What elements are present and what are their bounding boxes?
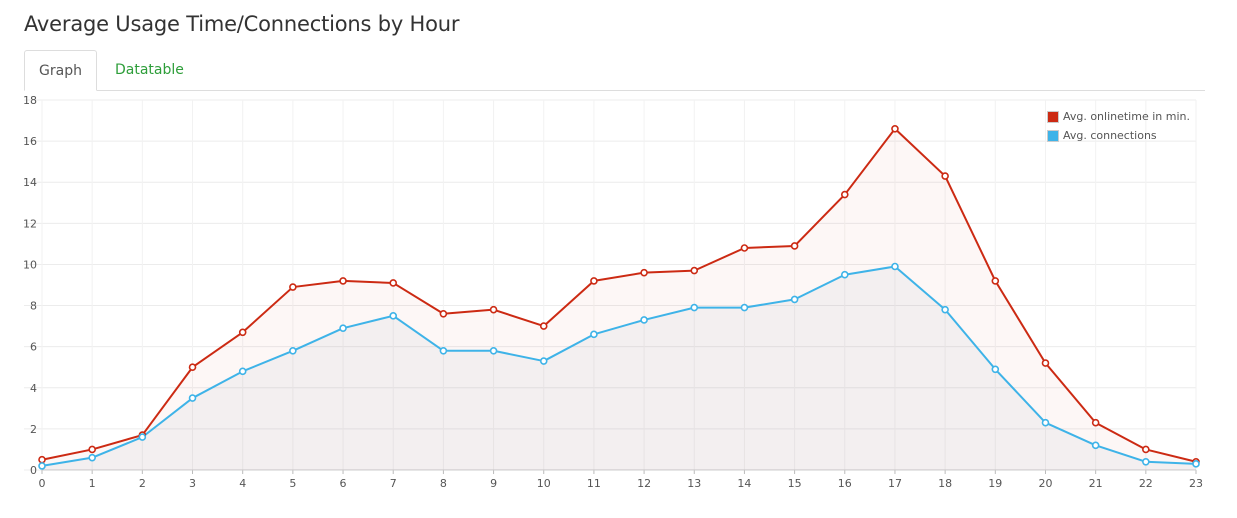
series-point-2 [489, 346, 498, 355]
legend-swatch-onlinetime [1046, 110, 1059, 123]
series-point-1 [88, 445, 96, 454]
y-tick-label: 4 [30, 382, 37, 395]
series-point-1 [489, 305, 498, 314]
series-point-2 [690, 303, 699, 312]
y-tick-label: 10 [23, 258, 37, 271]
series-point-1 [840, 190, 849, 199]
series-point-1 [339, 277, 347, 285]
x-tick-label: 17 [888, 477, 902, 490]
x-tick-label: 14 [737, 477, 751, 490]
series-point-2 [88, 453, 96, 462]
series-point-2 [439, 346, 448, 355]
series-point-1 [991, 277, 1000, 285]
series-point-1 [1091, 418, 1100, 427]
series-point-2 [238, 367, 247, 376]
x-tick-label: 12 [637, 477, 651, 490]
legend-item-connections[interactable]: Avg. connections [1046, 126, 1190, 145]
series-point-1 [539, 322, 548, 330]
series-line-1 [41, 127, 1197, 463]
x-tick-label: 7 [390, 477, 397, 490]
legend-item-onlinetime[interactable]: Avg. onlinetime in min. [1046, 107, 1190, 126]
y-tick-label: 12 [23, 217, 37, 230]
x-tick-label: 10 [537, 477, 551, 490]
x-tick-label: 0 [39, 477, 46, 490]
x-tick-label: 1 [89, 477, 96, 490]
series-point-1 [238, 328, 247, 337]
series-point-1 [640, 268, 648, 277]
x-tick-label: 15 [788, 477, 802, 490]
tab-graph[interactable]: Graph [24, 50, 97, 91]
x-tick-label: 11 [587, 477, 601, 490]
series-point-2 [1041, 418, 1050, 427]
legend-label-connections: Avg. connections [1062, 129, 1157, 142]
series-point-1 [790, 242, 799, 250]
series-point-2 [289, 346, 297, 355]
series-point-2 [790, 295, 799, 304]
y-tick-label: 2 [30, 423, 37, 436]
x-tick-label: 16 [838, 477, 852, 490]
series-point-1 [891, 124, 899, 133]
series-point-1 [439, 309, 448, 318]
series-point-1 [389, 279, 398, 287]
x-tick-label: 8 [440, 477, 447, 490]
series-point-1 [188, 363, 197, 372]
series-area-2 [42, 266, 1196, 470]
x-tick-label: 9 [490, 477, 497, 490]
x-tick-label: 19 [988, 477, 1002, 490]
x-tick-label: 22 [1139, 477, 1153, 490]
x-tick-label: 23 [1189, 477, 1203, 490]
series-point-2 [740, 303, 749, 312]
series-point-2 [1192, 460, 1200, 468]
x-tick-label: 4 [239, 477, 246, 490]
series-point-2 [539, 357, 548, 365]
page-title: Average Usage Time/Connections by Hour [24, 12, 460, 36]
series-point-1 [1041, 359, 1050, 367]
series-point-2 [188, 394, 197, 402]
y-tick-label: 0 [30, 464, 37, 477]
x-tick-label: 3 [189, 477, 196, 490]
y-tick-label: 8 [30, 300, 37, 313]
series-area-1 [42, 128, 1196, 470]
series-point-2 [891, 262, 899, 271]
x-tick-label: 21 [1089, 477, 1103, 490]
x-tick-label: 13 [687, 477, 701, 490]
series-point-2 [941, 305, 949, 314]
series-point-1 [941, 172, 949, 180]
series-point-1 [289, 283, 297, 291]
series-point-2 [840, 270, 849, 279]
series-point-1 [1142, 445, 1150, 454]
x-tick-label: 18 [938, 477, 952, 490]
x-tick-label: 2 [139, 477, 146, 490]
series-point-2 [1091, 441, 1100, 450]
y-tick-label: 6 [30, 341, 37, 354]
series-point-1 [38, 455, 46, 464]
y-tick-label: 18 [23, 94, 37, 107]
chart-legend: Avg. onlinetime in min. Avg. connections [1046, 107, 1190, 145]
series-point-2 [590, 330, 598, 339]
y-tick-label: 16 [23, 135, 37, 148]
legend-label-onlinetime: Avg. onlinetime in min. [1062, 110, 1190, 123]
series-point-2 [991, 365, 1000, 374]
tab-datatable[interactable]: Datatable [115, 62, 184, 78]
series-point-1 [690, 266, 699, 275]
series-line-2 [41, 265, 1197, 467]
series-point-1 [740, 244, 749, 252]
y-tick-label: 14 [23, 176, 37, 189]
x-tick-label: 5 [289, 477, 296, 490]
series-point-2 [1142, 457, 1150, 466]
x-tick-label: 6 [340, 477, 347, 490]
series-point-2 [38, 462, 46, 470]
legend-swatch-connections [1046, 129, 1059, 142]
series-point-2 [138, 433, 147, 441]
series-point-1 [590, 277, 598, 285]
tab-bar: Graph Datatable [24, 50, 1205, 91]
series-point-2 [389, 312, 398, 320]
series-point-2 [640, 316, 648, 324]
x-tick-label: 20 [1038, 477, 1052, 490]
series-point-2 [339, 324, 347, 332]
